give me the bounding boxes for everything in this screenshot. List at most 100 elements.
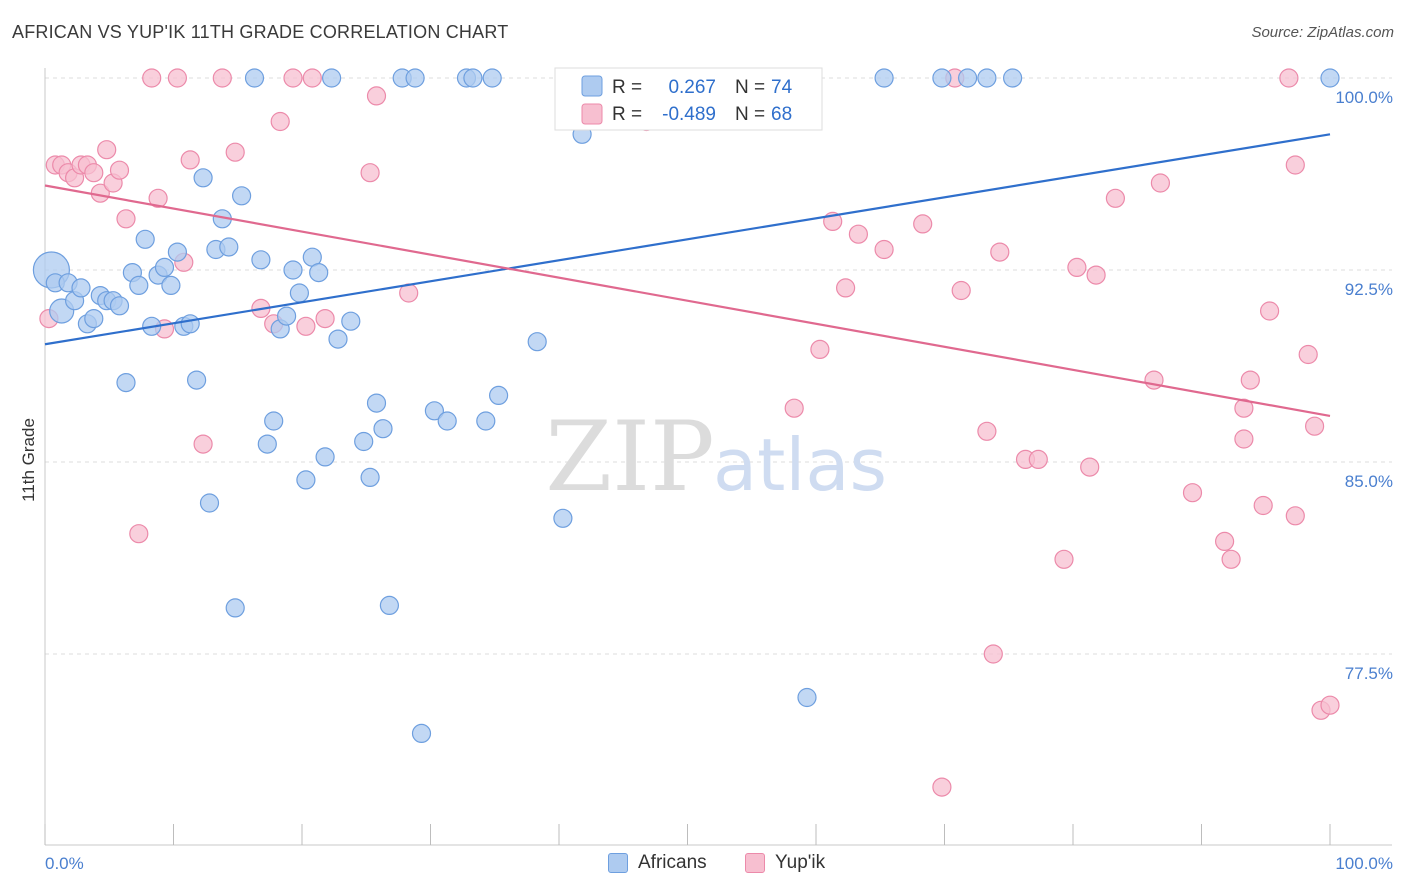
africans-point xyxy=(354,431,374,452)
legend-n-value-1: 74 xyxy=(771,77,793,98)
africans-point xyxy=(476,411,496,431)
yupik-point xyxy=(810,339,830,359)
africans-point xyxy=(244,68,265,88)
africans-point xyxy=(437,411,457,431)
africans-points xyxy=(32,68,1340,744)
source-label: Source: ZipAtlas.com xyxy=(1251,24,1394,41)
yupik-point xyxy=(1067,257,1087,277)
watermark-zip: ZIP xyxy=(545,401,714,513)
africans-point xyxy=(797,687,817,708)
africans-point xyxy=(167,242,187,262)
legend-r-value-1: 0.267 xyxy=(668,77,716,98)
africans-point xyxy=(161,275,181,295)
legend-swatch-yupik xyxy=(581,103,603,125)
watermark-atlas: atlas xyxy=(713,423,887,507)
africans-point xyxy=(874,68,894,88)
legend-r-value-2: -0.489 xyxy=(662,104,716,125)
africans-point xyxy=(424,401,444,421)
stats-legend: R = 0.267 N = 74 R = -0.489 N = 68 xyxy=(554,67,823,131)
africans-point xyxy=(366,393,387,413)
yupik-point xyxy=(1221,549,1241,569)
africans-point xyxy=(283,260,303,280)
africans-point xyxy=(251,250,271,270)
yupik-point xyxy=(1028,449,1048,469)
yupik-point xyxy=(848,224,869,244)
africans-point xyxy=(277,306,297,326)
y-tick-labels: 100.0% 92.5% 85.0% 77.5% xyxy=(1335,88,1393,683)
yupik-point xyxy=(874,239,894,260)
africans-point xyxy=(71,278,91,298)
legend-item-africans: Africans xyxy=(608,852,707,874)
africans-point xyxy=(405,68,425,88)
legend-n-label-2: N = xyxy=(735,104,765,125)
africans-point xyxy=(411,723,432,744)
africans-point xyxy=(482,68,502,88)
africans-point xyxy=(932,68,952,88)
yupik-point xyxy=(1234,429,1254,449)
yupik-point xyxy=(283,68,303,88)
yupik-point xyxy=(142,68,162,88)
yupik-point xyxy=(1259,301,1280,321)
africans-point xyxy=(1002,68,1023,88)
yupik-point xyxy=(784,398,804,418)
watermark: ZIP atlas xyxy=(545,401,887,513)
yupik-point xyxy=(1285,506,1305,526)
legend-swatch-yupik-bottom xyxy=(745,853,765,873)
yupik-point xyxy=(983,644,1003,664)
yupik-point xyxy=(167,68,187,88)
yupik-point xyxy=(109,160,130,180)
yupik-point xyxy=(116,209,136,229)
africans-point xyxy=(232,186,252,206)
yupik-point xyxy=(1150,173,1171,193)
africans-point xyxy=(219,237,239,257)
africans-point xyxy=(1320,68,1340,88)
africans-point xyxy=(379,595,399,616)
legend-swatch-africans xyxy=(581,75,603,97)
yupik-point xyxy=(951,280,971,301)
africans-point xyxy=(154,257,175,277)
legend-label-yupik: Yup'ik xyxy=(775,852,826,873)
y-tick-label: 77.5% xyxy=(1345,664,1393,683)
yupik-point xyxy=(1285,155,1305,175)
yupik-point xyxy=(1086,265,1106,285)
yupik-point xyxy=(1105,188,1126,208)
africans-point xyxy=(129,275,149,295)
legend-label-africans: Africans xyxy=(638,852,707,873)
africans-point xyxy=(264,411,284,431)
africans-point xyxy=(309,263,329,283)
africans-point xyxy=(180,314,200,334)
yupik-point xyxy=(932,777,952,797)
africans-point xyxy=(553,508,573,528)
africans-point xyxy=(187,370,207,390)
yupik-point xyxy=(270,111,290,132)
yupik-point xyxy=(148,188,168,208)
africans-point xyxy=(315,447,335,467)
yupik-point xyxy=(1279,68,1299,88)
legend-r-label-2: R = xyxy=(612,104,642,125)
africans-point xyxy=(489,385,509,405)
africans-point xyxy=(341,311,361,331)
yupik-point xyxy=(990,242,1010,262)
yupik-point xyxy=(315,309,335,329)
yupik-point xyxy=(296,316,316,336)
africans-point xyxy=(135,229,155,249)
yupik-point xyxy=(1234,398,1254,418)
yupik-point xyxy=(302,68,322,88)
africans-point xyxy=(328,329,348,349)
africans-point xyxy=(360,467,380,487)
africans-point xyxy=(225,598,245,618)
y-axis-label: 11th Grade xyxy=(19,418,38,502)
legend-n-value-2: 68 xyxy=(771,104,792,125)
africans-point xyxy=(296,470,316,490)
yupik-point xyxy=(1240,370,1260,390)
yupik-point xyxy=(1054,549,1074,569)
y-tick-label: 92.5% xyxy=(1345,280,1393,299)
yupik-point xyxy=(129,524,149,544)
x-tick-label: 100.0% xyxy=(1335,854,1393,873)
africans-point xyxy=(109,296,130,316)
africans-point xyxy=(199,493,220,513)
legend-item-yupik: Yup'ik xyxy=(745,852,825,874)
africans-point xyxy=(84,309,104,329)
africans-point xyxy=(322,68,342,88)
x-tick-labels: 0.0% 100.0% xyxy=(45,854,1393,873)
